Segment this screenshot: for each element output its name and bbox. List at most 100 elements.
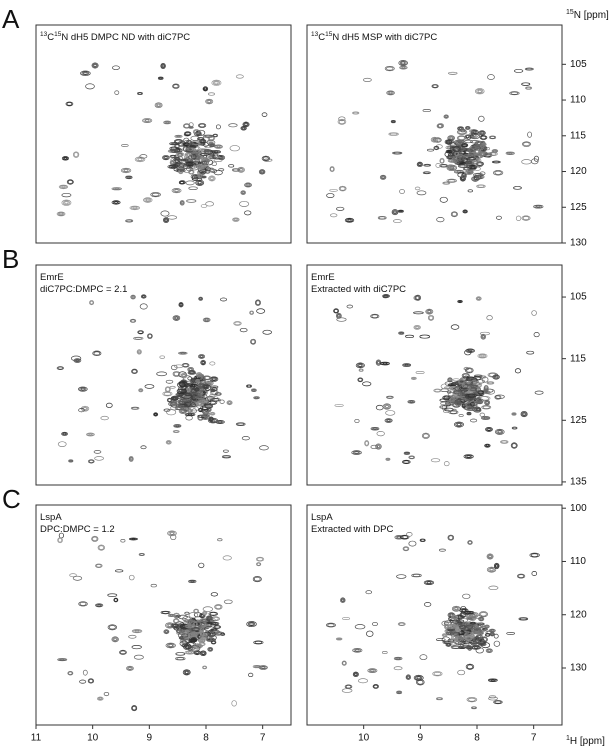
peak-contour xyxy=(209,176,215,181)
peak-contour xyxy=(137,349,142,354)
peak-contour xyxy=(244,210,252,216)
peak-contour xyxy=(203,318,210,322)
title-text: C xyxy=(47,32,54,43)
peak-contour xyxy=(190,580,195,583)
peak-contour xyxy=(203,403,214,409)
peak-contour xyxy=(172,83,180,89)
peak-contour xyxy=(484,443,491,448)
peak-contour xyxy=(474,622,485,629)
peak-contour xyxy=(496,215,502,220)
peak-contour xyxy=(472,622,480,629)
peak-contour xyxy=(78,407,85,413)
peak-contour xyxy=(439,405,448,409)
panel-title: Extracted with DPC xyxy=(311,524,393,535)
peak-contour xyxy=(184,124,190,128)
peak-contour xyxy=(129,457,133,461)
panel-title: EmrE xyxy=(40,272,64,283)
peak-contour xyxy=(380,175,386,180)
peak-contour xyxy=(187,651,193,654)
peak-contour xyxy=(205,149,209,152)
peak-contour xyxy=(430,136,439,143)
peak-contour xyxy=(138,388,144,393)
peak-contour xyxy=(340,597,346,604)
peak-contour xyxy=(241,436,250,441)
peak-contour xyxy=(170,623,179,628)
peak-contour xyxy=(487,381,494,385)
peak-contour xyxy=(462,175,466,178)
peak-contour xyxy=(416,676,421,680)
peak-contour xyxy=(182,363,189,367)
peak-contour xyxy=(261,155,270,162)
peak-contour xyxy=(180,352,185,354)
peak-contour xyxy=(409,455,415,459)
peak-contour xyxy=(473,407,480,412)
peak-contour xyxy=(261,112,268,117)
peak-contour xyxy=(465,126,470,130)
peak-contour xyxy=(427,314,435,321)
peak-contour xyxy=(487,554,493,559)
title-text: Extracted with diC7PC xyxy=(311,284,406,295)
peak-contour xyxy=(440,401,450,406)
peak-contour xyxy=(407,400,416,404)
peak-contour xyxy=(392,120,395,123)
peak-contour xyxy=(439,196,448,203)
peak-contour xyxy=(189,370,195,374)
peak-contour xyxy=(211,398,220,402)
peak-contour xyxy=(186,167,194,172)
peak-contour xyxy=(254,299,261,306)
peak-contour xyxy=(395,657,402,660)
peak-contour xyxy=(479,611,488,618)
peak-contour xyxy=(239,327,248,333)
peak-contour xyxy=(457,669,466,676)
peak-contour xyxy=(129,205,141,211)
peak-contour xyxy=(337,118,347,125)
panel-frame xyxy=(306,24,563,244)
peak-contour xyxy=(164,218,168,222)
peak-contour xyxy=(485,426,493,432)
peak-contour xyxy=(382,403,392,410)
peak-contour xyxy=(214,625,221,629)
peak-contour xyxy=(170,148,180,153)
peak-contour xyxy=(163,629,170,635)
peak-contour xyxy=(199,355,204,358)
peak-contour xyxy=(131,645,142,650)
peak-contour xyxy=(163,120,172,125)
peak-contour xyxy=(210,419,216,422)
peak-contour xyxy=(232,217,240,222)
x-axis-label: 1H [ppm] xyxy=(566,735,605,747)
peak-contour xyxy=(181,409,185,413)
peak-contour xyxy=(197,414,208,418)
peak-contour xyxy=(112,637,118,642)
peak-contour xyxy=(208,135,215,141)
peak-contour xyxy=(463,154,469,157)
peak-contour xyxy=(250,339,256,344)
peak-contour xyxy=(125,175,133,180)
peak-contour xyxy=(362,381,372,387)
peak-contour xyxy=(525,86,533,90)
peak-contour xyxy=(457,300,463,304)
peak-contour xyxy=(454,151,459,156)
peak-contour xyxy=(190,645,201,652)
peak-contour xyxy=(464,454,473,459)
peak-contour xyxy=(258,169,266,175)
peak-contour xyxy=(338,116,346,122)
peak-contour xyxy=(168,531,176,536)
peak-contour xyxy=(399,210,403,213)
peak-contour xyxy=(89,300,95,306)
panel-letter: B xyxy=(2,244,19,274)
peak-contour xyxy=(187,376,193,381)
peak-contour xyxy=(358,678,369,684)
peak-contour xyxy=(403,460,410,464)
peak-contour xyxy=(466,393,477,398)
peak-contour xyxy=(489,629,495,633)
peak-contour xyxy=(212,80,221,86)
peak-contour xyxy=(384,418,393,423)
peak-contour xyxy=(401,61,406,65)
peak-contour xyxy=(473,374,483,378)
peak-contour xyxy=(484,400,490,405)
peaks xyxy=(57,530,268,712)
peak-contour xyxy=(222,555,232,561)
peak-contour xyxy=(531,310,537,316)
peak-contour xyxy=(487,428,491,431)
peak-contour xyxy=(180,625,187,630)
